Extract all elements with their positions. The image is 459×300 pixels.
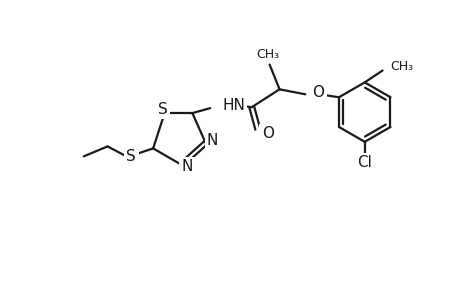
Text: N: N [207, 134, 218, 148]
Text: S: S [126, 149, 136, 164]
Text: HN: HN [222, 98, 244, 113]
Text: O: O [261, 126, 273, 141]
Text: S: S [157, 102, 167, 117]
Text: N: N [181, 159, 193, 174]
Text: CH₃: CH₃ [256, 48, 279, 61]
Text: Cl: Cl [357, 155, 371, 170]
Text: O: O [312, 85, 324, 100]
Text: CH₃: CH₃ [390, 60, 413, 73]
